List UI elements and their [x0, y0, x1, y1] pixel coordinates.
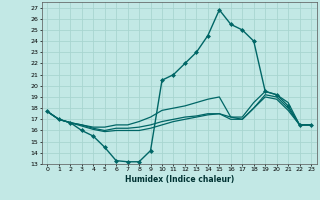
X-axis label: Humidex (Indice chaleur): Humidex (Indice chaleur) [124, 175, 234, 184]
